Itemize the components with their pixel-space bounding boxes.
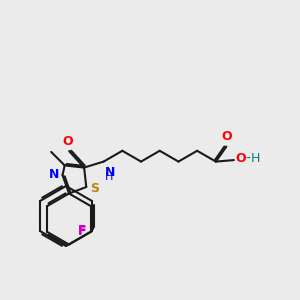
Text: F: F [78, 224, 87, 238]
Text: O: O [236, 152, 246, 165]
Text: O: O [62, 135, 73, 148]
Text: N: N [105, 166, 116, 179]
Text: O: O [221, 130, 232, 143]
Text: H: H [105, 172, 113, 182]
Text: F: F [78, 225, 87, 238]
Text: H: H [250, 152, 260, 165]
Text: N: N [49, 168, 59, 181]
Text: S: S [90, 182, 99, 195]
Text: -: - [245, 152, 250, 166]
